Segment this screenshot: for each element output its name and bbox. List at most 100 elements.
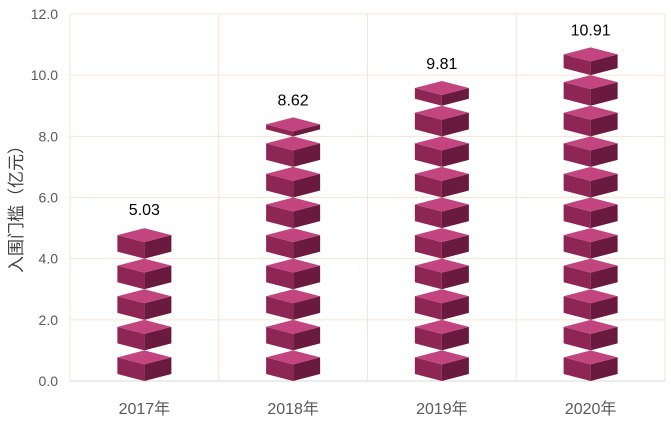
bar-face-right	[441, 87, 469, 106]
bar-segment	[117, 289, 172, 320]
bar-face-right	[144, 296, 172, 320]
x-tick-label: 2019年	[416, 400, 468, 418]
bar-face-left	[117, 235, 145, 259]
y-axis-ticks: 0.0 2.0 4.0 6.0 8.0 10.0 12.0	[31, 6, 58, 389]
x-tick-label: 2018年	[267, 400, 319, 418]
bar-face-top	[266, 319, 321, 334]
bar-face-left	[266, 296, 294, 320]
bar-face-left	[414, 173, 442, 198]
bar-segment	[414, 197, 469, 229]
bar-face-left	[117, 296, 145, 320]
bar-2018年	[266, 117, 321, 381]
bar-face-top	[563, 289, 618, 304]
bar-segment	[414, 228, 469, 259]
bar-segment	[563, 258, 618, 290]
y-axis-title: 入围门槛（亿元）	[7, 137, 26, 273]
bar-segment	[266, 228, 321, 259]
y-tick-label: 2.0	[39, 312, 59, 328]
bar-2017年	[117, 228, 172, 381]
bar-face-left	[266, 173, 294, 198]
bar-segment	[414, 136, 469, 167]
bar-segment	[266, 136, 321, 167]
bar-face-left	[266, 326, 294, 351]
bar-face-left	[563, 296, 591, 320]
bar-face-right	[590, 326, 618, 351]
x-tick-label: 2017年	[119, 400, 171, 418]
bar-face-right	[144, 357, 172, 381]
bar-face-left	[414, 112, 442, 137]
bar-face-right	[144, 326, 172, 351]
bar-face-top	[266, 166, 321, 181]
bar-face-left	[563, 112, 591, 137]
bar-face-top	[266, 197, 321, 212]
bar-face-top	[266, 258, 321, 273]
bar-face-top	[266, 350, 321, 365]
bar-face-right	[590, 82, 618, 106]
bar-face-left	[563, 235, 591, 259]
bar-2019年	[414, 80, 469, 381]
bar-face-left	[117, 265, 145, 290]
bar-face-right	[590, 173, 618, 198]
bar-face-top	[414, 136, 469, 151]
bar-face-top	[414, 350, 469, 365]
bar-face-left	[117, 326, 145, 351]
bar-face-right	[441, 173, 469, 198]
bar-face-right	[590, 112, 618, 137]
bar-face-right	[590, 357, 618, 381]
bar-segment	[563, 350, 618, 381]
bar-face-top	[563, 258, 618, 273]
bar-face-left	[563, 265, 591, 290]
data-label: 8.62	[278, 92, 309, 109]
data-labels: 5.03 8.62 9.81 10.91	[129, 22, 611, 219]
bar-segment	[563, 319, 618, 351]
bar-segment	[563, 197, 618, 229]
bar-face-left	[563, 54, 591, 76]
bar-face-top	[414, 289, 469, 304]
bar-face-left	[414, 357, 442, 381]
bar-face-right	[441, 235, 469, 259]
bar-segment	[266, 319, 321, 351]
bar-face-top	[414, 166, 469, 181]
bar-face-left	[414, 296, 442, 320]
bar-face-left	[563, 82, 591, 106]
bar-segment	[563, 47, 618, 76]
bar-face-left	[563, 357, 591, 381]
bar-segment	[414, 258, 469, 290]
x-axis-categories: 2017年 2018年 2019年 2020年	[119, 400, 617, 418]
bar-segment	[117, 228, 172, 259]
bar-face-left	[414, 143, 442, 167]
data-label: 5.03	[129, 202, 160, 219]
x-tick-label: 2020年	[565, 400, 617, 418]
bar-face-right	[293, 173, 321, 198]
bar-face-top	[266, 136, 321, 151]
bar-face-top	[117, 350, 172, 365]
bar-face-left	[266, 357, 294, 381]
bar-face-top	[117, 258, 172, 273]
bar-segment	[266, 117, 321, 137]
bar-segment	[414, 166, 469, 198]
bar-face-right	[144, 235, 172, 259]
bar-face-top	[563, 350, 618, 365]
bar-face-right	[293, 124, 321, 137]
bar-segment	[563, 228, 618, 259]
bar-face-left	[414, 265, 442, 290]
bar-face-right	[441, 357, 469, 381]
bar-face-top	[563, 166, 618, 181]
bar-segment	[266, 258, 321, 290]
bar-face-top	[563, 105, 618, 120]
bar-face-top	[563, 197, 618, 212]
bar-face-right	[293, 143, 321, 167]
bar-segment	[414, 80, 469, 106]
bar-face-left	[563, 204, 591, 229]
bar-face-left	[266, 124, 294, 137]
bar-face-top	[117, 228, 172, 243]
bars	[117, 47, 618, 381]
bar-face-right	[293, 204, 321, 229]
bar-face-top	[117, 289, 172, 304]
bar-segment	[563, 105, 618, 137]
bar-face-top	[414, 319, 469, 334]
bar-face-top	[414, 258, 469, 273]
bar-face-left	[266, 235, 294, 259]
y-tick-label: 4.0	[39, 251, 59, 267]
bar-face-right	[590, 143, 618, 167]
